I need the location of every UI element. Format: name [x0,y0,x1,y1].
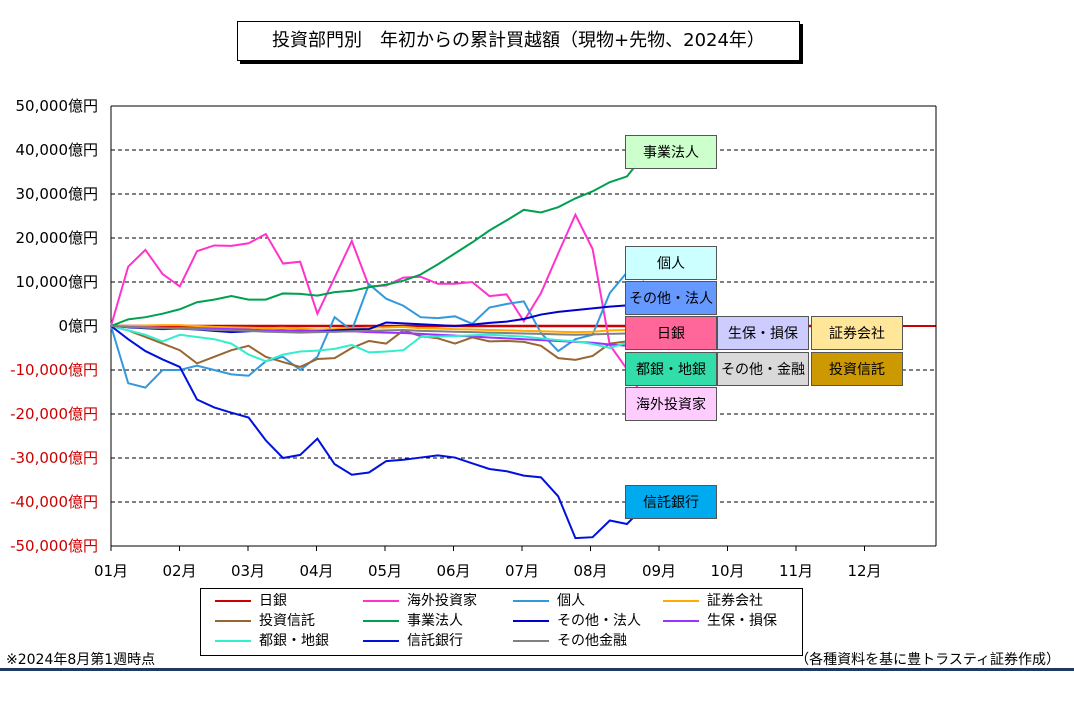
legend-swatch [513,600,549,602]
y-tick-label: -10,000億円 [10,361,98,379]
end-label-証券会社: 証券会社 [811,316,903,350]
series-line-個人 [110,271,645,389]
end-label-その他・法人: その他・法人 [625,281,717,315]
legend-item: 生保・損保 [663,611,777,631]
series-layer [110,154,817,540]
end-label-その他金融: その他・金融 [717,352,809,386]
y-tick-label: 40,000億円 [16,141,99,159]
x-tick-label: 03月 [231,562,265,580]
legend-swatch [663,600,699,602]
legend: 日銀 海外投資家 個人 証券会社投資信託 事業法人 その他・法人 生保・損保都銀・地銀 信託銀… [200,588,803,656]
x-tick-label: 10月 [710,562,744,580]
legend-swatch [513,620,549,622]
legend-item: その他金融 [513,631,627,651]
legend-label: 個人 [557,593,585,609]
legend-item: 日銀 [215,591,287,611]
legend-item: 海外投資家 [363,591,477,611]
legend-item: 都銀・地銀 [215,631,329,651]
end-label-事業法人: 事業法人 [625,135,717,169]
end-label-都銀・地銀: 都銀・地銀 [625,352,717,386]
end-label-海外投資家: 海外投資家 [625,387,717,421]
legend-item: 個人 [513,591,585,611]
end-label-日銀: 日銀 [625,316,717,350]
legend-label: 日銀 [259,593,287,609]
y-tick-label: -30,000億円 [10,449,98,467]
y-tick-label: 50,000億円 [16,97,99,115]
x-tick-label: 11月 [779,562,813,580]
bottom-rule [0,668,1074,671]
footnote: ※2024年8月第1週時点 [6,652,156,668]
end-label-生保・損保: 生保・損保 [717,316,809,350]
legend-swatch [215,600,251,602]
y-tick-label: 20,000億円 [16,229,99,247]
x-tick-label: 08月 [573,562,607,580]
legend-label: 信託銀行 [407,633,463,649]
legend-swatch [363,600,399,602]
y-tick-label: 0億円 [58,317,98,335]
end-label-個人: 個人 [625,246,717,280]
y-tick-label: -50,000億円 [10,537,98,555]
legend-label: 投資信託 [259,613,315,629]
legend-swatch [215,620,251,622]
legend-swatch [363,620,399,622]
legend-label: 海外投資家 [407,593,477,609]
x-tick-label: 07月 [505,562,539,580]
y-tick-label: 30,000億円 [16,185,99,203]
legend-swatch [513,640,549,642]
legend-item: 事業法人 [363,611,463,631]
legend-label: その他金融 [557,633,627,649]
axes: 50,000億円 40,000億円 30,000億円 20,000億円 10,000億円… [10,97,937,580]
x-tick-label: 04月 [299,562,333,580]
series-line-事業法人 [110,154,645,327]
y-tick-label: -40,000億円 [10,493,98,511]
legend-label: 事業法人 [407,613,463,629]
source-note: （各種資料を基に豊トラスティ証券作成） [795,652,1060,668]
x-tick-label: 12月 [847,562,881,580]
legend-item: その他・法人 [513,611,641,631]
end-label-投資信託: 投資信託 [811,352,903,386]
x-tick-label: 06月 [436,562,470,580]
legend-label: その他・法人 [557,613,641,629]
y-tick-label: -20,000億円 [10,405,98,423]
series-line-海外投資家 [110,212,646,400]
legend-item: 投資信託 [215,611,315,631]
x-tick-label: 02月 [162,562,196,580]
series-line-その他金融 [110,325,645,336]
x-tick-label: 09月 [642,562,676,580]
chart-title: 投資部門別 年初からの累計買越額（現物+先物、2024年） [237,21,800,61]
legend-label: 生保・損保 [707,613,777,629]
legend-swatch [663,620,699,622]
end-label-信託銀行: 信託銀行 [625,485,717,519]
series-line-信託銀行 [110,325,645,540]
legend-swatch [215,640,251,642]
legend-item: 信託銀行 [363,631,463,651]
y-tick-label: 10,000億円 [16,273,99,291]
legend-label: 証券会社 [707,593,763,609]
legend-label: 都銀・地銀 [259,633,329,649]
x-tick-label: 05月 [368,562,402,580]
series-line-都銀・地銀 [110,325,645,363]
legend-swatch [363,640,399,642]
x-tick-label: 01月 [94,562,128,580]
legend-item: 証券会社 [663,591,763,611]
series-line-投資信託 [110,325,645,368]
series-line-証券会社 [111,324,645,334]
